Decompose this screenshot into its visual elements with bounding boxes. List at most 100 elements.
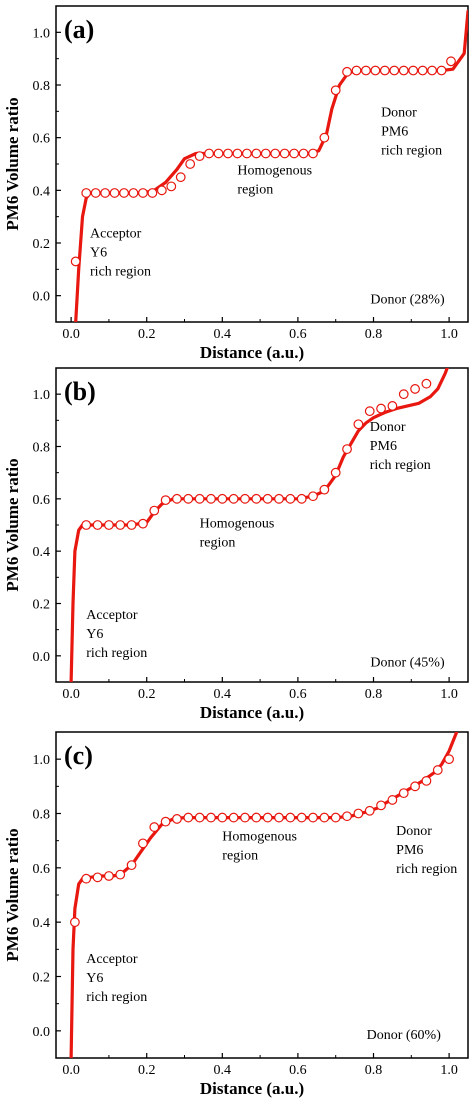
y-tick-label: 0.4: [33, 184, 51, 199]
x-tick-label: 0.6: [289, 687, 307, 702]
data-point: [298, 148, 309, 159]
region-annotation: Acceptor Y6 rich region: [86, 608, 147, 661]
data-point: [147, 188, 158, 198]
series-line: [69, 732, 459, 1058]
y-tick-label: 0.6: [33, 132, 51, 147]
data-point: [398, 788, 409, 799]
plot-area: [70, 9, 468, 322]
annotation-line: rich region: [370, 458, 431, 473]
y-tick-label: 0.2: [33, 598, 51, 613]
data-point: [204, 148, 214, 159]
data-point: [217, 493, 228, 504]
data-point: [206, 812, 216, 823]
y-tick-label: 0.8: [33, 79, 51, 94]
chart-panel-2: 0.0 0.2 0.4 0.6 0.8 1.0 0.0 0.2 0.4 0.6 0.8 1.0 Dist…: [3, 367, 469, 722]
annotation-line: Homogenous: [200, 517, 275, 532]
region-annotation: Homogenous region: [237, 164, 312, 198]
annotation-line: rich region: [86, 646, 147, 661]
data-point: [436, 65, 447, 76]
data-point: [240, 812, 250, 823]
data-point: [319, 484, 330, 495]
data-point: [376, 403, 386, 414]
data-point: [353, 808, 364, 819]
plot-area: [69, 368, 449, 682]
data-point: [138, 518, 148, 529]
data-point: [379, 65, 390, 76]
data-point: [421, 378, 432, 389]
data-point: [376, 800, 386, 811]
x-tick-label: 0.8: [365, 327, 383, 342]
data-point: [342, 811, 352, 822]
data-point: [166, 181, 177, 192]
region-annotation: Donor PM6 rich region: [370, 420, 431, 473]
y-tick-label: 0.2: [33, 237, 51, 252]
data-point: [353, 419, 364, 430]
annotation-line: rich region: [381, 144, 442, 159]
annotation-line: Acceptor: [90, 227, 142, 242]
annotation-line: Donor (45%): [370, 655, 445, 670]
y-tick-label: 0.6: [33, 493, 51, 508]
data-point: [115, 869, 126, 880]
y-axis-label: PM6 Volume ratio: [3, 458, 22, 591]
region-annotation: Donor PM6 rich region: [396, 824, 457, 877]
x-tick-label: 0.4: [214, 327, 232, 342]
data-point: [387, 401, 398, 411]
annotation-line: region: [222, 849, 258, 864]
y-tick-label: 1.0: [33, 388, 51, 403]
data-point: [183, 493, 194, 504]
data-point: [149, 822, 160, 832]
data-point: [126, 520, 137, 530]
annotation-line: Donor: [381, 106, 417, 121]
data-point: [342, 444, 352, 455]
data-point: [194, 812, 205, 823]
y-tick-label: 0.8: [33, 441, 51, 456]
x-tick-label: 1.0: [440, 1063, 458, 1078]
data-point: [262, 812, 273, 823]
data-point: [69, 917, 80, 928]
region-annotation: Acceptor Y6 rich region: [86, 952, 147, 1005]
data-point: [172, 493, 182, 504]
panel-label: (c): [64, 741, 93, 770]
annotation-line: PM6: [396, 843, 423, 858]
data-point: [81, 520, 92, 530]
data-point: [330, 812, 341, 823]
data-point: [387, 795, 398, 805]
annotation-line: Homogenous: [222, 830, 297, 845]
data-point: [90, 188, 101, 198]
data-point: [149, 505, 160, 516]
annotation-line: region: [237, 183, 273, 198]
data-point: [126, 860, 137, 871]
data-point: [251, 148, 262, 159]
data-point: [274, 812, 284, 823]
annotation-line: Homogenous: [237, 164, 312, 179]
plot-area: [69, 732, 459, 1058]
data-point: [285, 812, 296, 823]
data-point: [308, 812, 318, 823]
data-point: [319, 812, 330, 823]
data-point: [115, 520, 126, 530]
region-annotation: Donor PM6 rich region: [381, 106, 442, 159]
data-point: [223, 148, 233, 159]
annotation-line: Y6: [90, 246, 107, 261]
y-tick-label: 0.4: [33, 916, 51, 931]
data-point: [398, 389, 409, 400]
data-point: [408, 65, 419, 76]
x-tick-label: 0.2: [138, 1063, 156, 1078]
annotation-line: Donor: [396, 824, 432, 839]
y-tick-label: 0.4: [33, 545, 51, 560]
annotation-line: Donor: [370, 420, 406, 435]
data-point: [296, 812, 307, 823]
data-point: [100, 188, 111, 198]
panel-label: (a): [64, 15, 94, 44]
x-tick-label: 0.6: [289, 1063, 307, 1078]
annotation-line: Acceptor: [86, 608, 138, 623]
x-tick-label: 0.2: [138, 327, 156, 342]
y-tick-label: 0.8: [33, 808, 51, 823]
data-point: [370, 65, 381, 76]
data-point: [285, 493, 296, 504]
data-point: [361, 65, 371, 76]
chart-panel-3: 0.0 0.2 0.4 0.6 0.8 1.0 0.0 0.2 0.4 0.6 0.8 1.0 Dist…: [3, 731, 469, 1098]
annotation-line: rich region: [86, 990, 147, 1005]
composition-label: Donor (28%): [370, 293, 445, 308]
